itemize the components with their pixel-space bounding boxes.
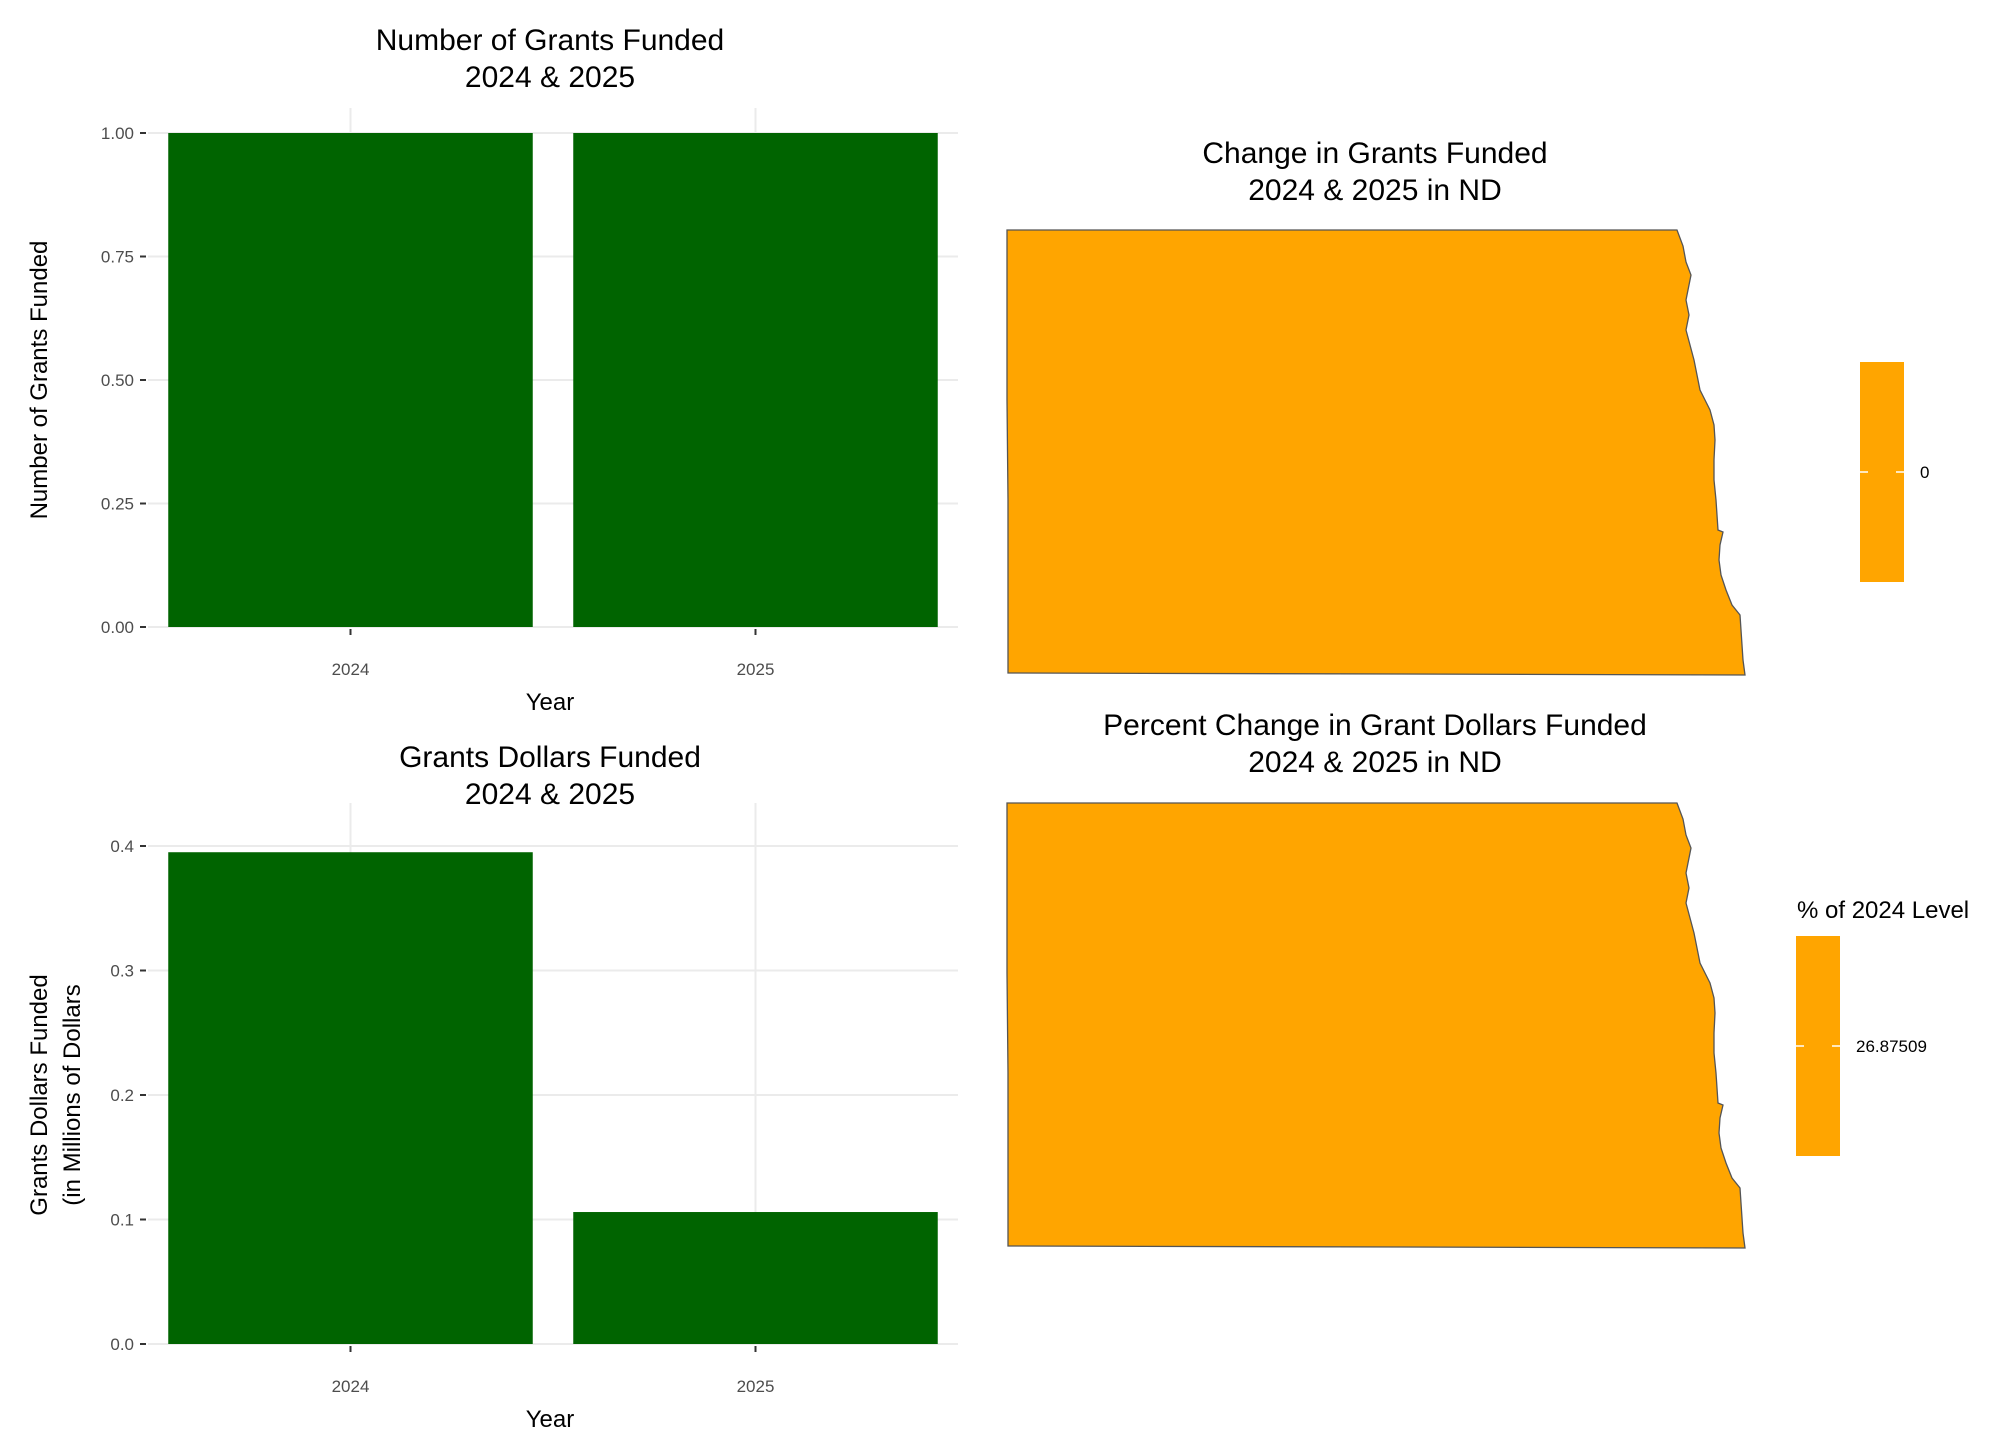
- map-subtitle: 2024 & 2025 in ND: [1248, 174, 1502, 207]
- legend-label: 26.87509: [1856, 1037, 1927, 1056]
- x-axis: 2024 2025: [332, 1346, 775, 1396]
- x-axis-title: Year: [526, 1406, 575, 1433]
- chart-subtitle: 2024 & 2025: [465, 778, 635, 811]
- x-axis: 2024 2025: [332, 629, 775, 679]
- map-title: Percent Change in Grant Dollars Funded: [1103, 709, 1647, 742]
- x-tick-label: 2024: [332, 1377, 370, 1396]
- chart-grants-count: Number of Grants Funded 2024 & 2025 0.00…: [26, 24, 958, 716]
- legend-label: 0: [1920, 463, 1929, 482]
- x-tick-label: 2025: [737, 1377, 775, 1396]
- y-axis: 0.0 0.1 0.2 0.3 0.4: [110, 837, 146, 1354]
- chart-title: Grants Dollars Funded: [399, 741, 701, 774]
- y-tick-label: 0.75: [101, 248, 134, 267]
- chart-grants-dollars: Grants Dollars Funded 2024 & 2025 0.0 0.1…: [26, 741, 958, 1433]
- y-tick-label: 0.0: [110, 1335, 134, 1354]
- y-tick-label: 0.25: [101, 495, 134, 514]
- y-tick-label: 1.00: [101, 124, 134, 143]
- bars: [168, 133, 938, 627]
- y-tick-label: 0.50: [101, 371, 134, 390]
- y-axis-title-line-2: (in Millions of Dollars: [59, 984, 86, 1205]
- y-axis-title: Grants Dollars Funded: [26, 974, 53, 1215]
- x-tick-label: 2025: [737, 660, 775, 679]
- map-change-grants: Change in Grants Funded 2024 & 2025 in N…: [1006, 137, 1929, 676]
- bar-2024: [168, 852, 533, 1344]
- bar-2024: [168, 133, 533, 627]
- bar-2025: [573, 133, 938, 627]
- y-tick-label: 0.4: [110, 837, 134, 856]
- chart-subtitle: 2024 & 2025: [465, 61, 635, 94]
- y-tick-label: 0.00: [101, 618, 134, 637]
- y-tick-label: 0.3: [110, 962, 134, 981]
- x-axis-title: Year: [526, 689, 575, 716]
- map-percent-change-dollars: Percent Change in Grant Dollars Funded 2…: [1006, 709, 1969, 1249]
- y-tick-label: 0.1: [110, 1211, 134, 1230]
- chart-title: Number of Grants Funded: [376, 24, 725, 57]
- y-tick-label: 0.2: [110, 1086, 134, 1105]
- bars: [168, 852, 938, 1344]
- y-axis-title: Number of Grants Funded: [26, 241, 53, 520]
- north-dakota-shape: [1006, 229, 1746, 676]
- map-subtitle: 2024 & 2025 in ND: [1248, 746, 1502, 779]
- legend-title: % of 2024 Level: [1797, 897, 1969, 924]
- x-tick-label: 2024: [332, 660, 370, 679]
- bar-2025: [573, 1212, 938, 1344]
- y-axis: 0.00 0.25 0.50 0.75 1.00: [101, 124, 146, 637]
- map-title: Change in Grants Funded: [1202, 137, 1547, 170]
- north-dakota-shape: [1006, 802, 1746, 1249]
